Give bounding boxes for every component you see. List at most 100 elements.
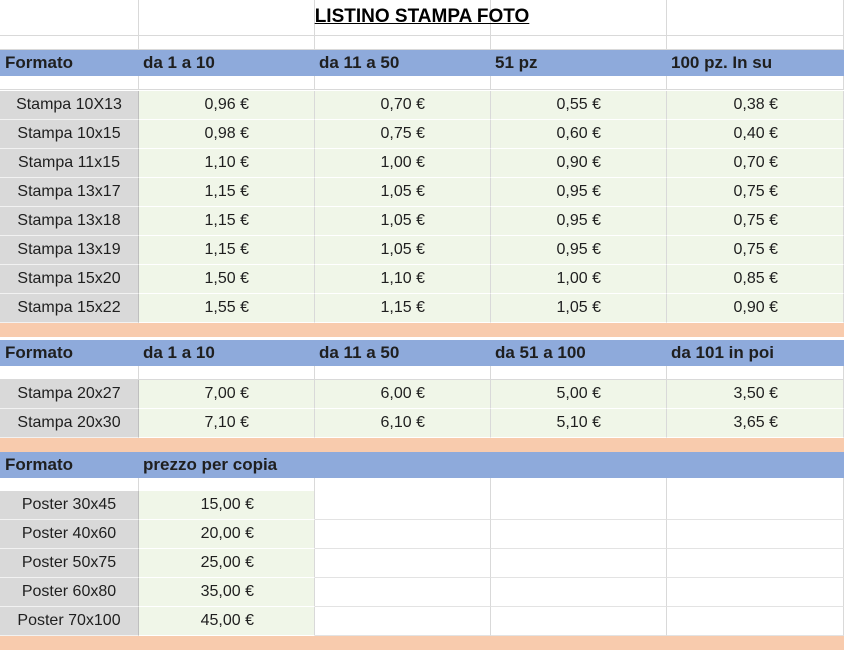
price-cell[interactable]: 0,70 €	[315, 91, 491, 120]
header-cell[interactable]: 100 pz. In su	[671, 53, 773, 72]
cell[interactable]	[315, 0, 491, 35]
cell[interactable]	[315, 578, 491, 607]
price-cell[interactable]: 0,95 €	[491, 236, 667, 265]
cell[interactable]	[315, 607, 491, 636]
price-cell[interactable]: 1,50 €	[139, 265, 315, 294]
price-cell[interactable]: 0,90 €	[491, 149, 667, 178]
cell[interactable]	[0, 366, 139, 380]
price-cell[interactable]: 6,00 €	[315, 380, 491, 409]
cell[interactable]	[139, 36, 315, 50]
header-cell[interactable]: da 11 a 50	[319, 343, 400, 362]
cell[interactable]	[491, 0, 667, 35]
cell[interactable]	[667, 36, 844, 50]
cell[interactable]	[491, 491, 667, 520]
header-cell[interactable]	[491, 452, 667, 478]
price-cell[interactable]: 1,15 €	[139, 178, 315, 207]
price-cell[interactable]: 0,75 €	[667, 207, 844, 236]
cell[interactable]	[667, 491, 844, 520]
header-cell[interactable]: 51 pz	[495, 53, 538, 72]
format-label[interactable]: Stampa 11x15	[0, 149, 139, 178]
cell[interactable]	[315, 76, 491, 90]
price-cell[interactable]: 15,00 €	[139, 491, 315, 520]
header-cell[interactable]	[667, 452, 844, 478]
header-cell[interactable]: da 1 a 10	[143, 343, 215, 362]
price-cell[interactable]: 0,38 €	[667, 91, 844, 120]
cell[interactable]	[0, 36, 139, 50]
price-cell[interactable]: 0,75 €	[667, 178, 844, 207]
cell[interactable]	[667, 76, 844, 90]
cell[interactable]	[491, 76, 667, 90]
cell[interactable]	[0, 478, 139, 492]
price-cell[interactable]: 1,00 €	[491, 265, 667, 294]
price-cell[interactable]: 1,00 €	[315, 149, 491, 178]
cell[interactable]	[315, 366, 491, 380]
price-cell[interactable]: 45,00 €	[139, 607, 315, 636]
format-label[interactable]: Stampa 13x19	[0, 236, 139, 265]
format-label[interactable]: Stampa 20x27	[0, 380, 139, 409]
header-cell[interactable]: prezzo per copia	[143, 455, 278, 474]
cell[interactable]	[491, 578, 667, 607]
header-cell[interactable]: da 1 a 10	[143, 53, 215, 72]
price-cell[interactable]: 0,60 €	[491, 120, 667, 149]
price-cell[interactable]: 25,00 €	[139, 549, 315, 578]
cell[interactable]	[491, 366, 667, 380]
price-cell[interactable]: 5,10 €	[491, 409, 667, 438]
cell[interactable]	[491, 520, 667, 549]
price-cell[interactable]: 6,10 €	[315, 409, 491, 438]
format-label[interactable]: Stampa 15x20	[0, 265, 139, 294]
cell[interactable]	[315, 549, 491, 578]
cell[interactable]	[0, 76, 139, 90]
format-label[interactable]: Stampa 13x18	[0, 207, 139, 236]
price-cell[interactable]: 1,05 €	[315, 207, 491, 236]
format-label[interactable]: Poster 60x80	[0, 578, 139, 607]
price-cell[interactable]: 3,65 €	[667, 409, 844, 438]
cell[interactable]	[139, 366, 315, 380]
format-label[interactable]: Stampa 15x22	[0, 294, 139, 323]
price-cell[interactable]: 1,55 €	[139, 294, 315, 323]
cell[interactable]	[315, 478, 491, 492]
price-cell[interactable]: 0,85 €	[667, 265, 844, 294]
cell[interactable]	[139, 76, 315, 90]
price-cell[interactable]: 0,55 €	[491, 91, 667, 120]
price-cell[interactable]: 0,96 €	[139, 91, 315, 120]
cell[interactable]	[667, 607, 844, 636]
price-cell[interactable]: 0,98 €	[139, 120, 315, 149]
price-cell[interactable]: 1,05 €	[315, 178, 491, 207]
header-cell[interactable]: da 51 a 100	[495, 343, 586, 362]
price-cell[interactable]: 0,95 €	[491, 207, 667, 236]
price-cell[interactable]: 35,00 €	[139, 578, 315, 607]
cell[interactable]	[0, 0, 139, 35]
cell[interactable]	[491, 607, 667, 636]
price-cell[interactable]: 1,10 €	[139, 149, 315, 178]
price-cell[interactable]: 0,95 €	[491, 178, 667, 207]
format-label[interactable]: Poster 70x100	[0, 607, 139, 636]
format-label[interactable]: Stampa 20x30	[0, 409, 139, 438]
cell[interactable]	[315, 36, 491, 50]
header-cell[interactable]: da 11 a 50	[319, 53, 400, 72]
header-cell[interactable]: Formato	[5, 455, 73, 474]
cell[interactable]	[667, 549, 844, 578]
price-cell[interactable]: 0,40 €	[667, 120, 844, 149]
price-cell[interactable]: 0,70 €	[667, 149, 844, 178]
cell[interactable]	[139, 0, 315, 35]
header-cell[interactable]: Formato	[5, 343, 73, 362]
format-label[interactable]: Poster 50x75	[0, 549, 139, 578]
format-label[interactable]: Stampa 10x15	[0, 120, 139, 149]
price-cell[interactable]: 1,15 €	[139, 236, 315, 265]
cell[interactable]	[667, 520, 844, 549]
format-label[interactable]: Stampa 10X13	[0, 91, 139, 120]
price-cell[interactable]: 3,50 €	[667, 380, 844, 409]
cell[interactable]	[667, 578, 844, 607]
cell[interactable]	[667, 478, 844, 492]
cell[interactable]	[491, 549, 667, 578]
price-cell[interactable]: 1,15 €	[315, 294, 491, 323]
cell[interactable]	[491, 478, 667, 492]
price-cell[interactable]: 7,00 €	[139, 380, 315, 409]
cell[interactable]	[667, 366, 844, 380]
price-cell[interactable]: 1,05 €	[491, 294, 667, 323]
header-cell[interactable]: da 101 in poi	[671, 343, 774, 362]
cell[interactable]	[491, 36, 667, 50]
price-cell[interactable]: 0,90 €	[667, 294, 844, 323]
price-cell[interactable]: 1,10 €	[315, 265, 491, 294]
format-label[interactable]: Poster 30x45	[0, 491, 139, 520]
